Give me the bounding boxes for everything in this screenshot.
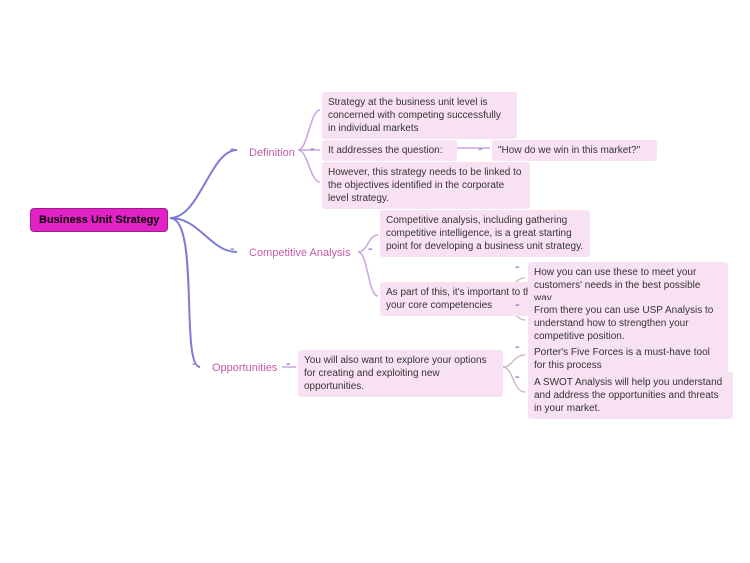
leaf-def2[interactable]: It addresses the question: bbox=[322, 140, 457, 161]
leaf-op1[interactable]: You will also want to explore your optio… bbox=[298, 350, 503, 397]
dash-connector: - bbox=[515, 258, 520, 274]
leaf-op1b[interactable]: A SWOT Analysis will help you understand… bbox=[528, 372, 733, 419]
connector-path bbox=[298, 110, 320, 150]
connector-path bbox=[503, 355, 525, 367]
leaf-ca1[interactable]: Competitive analysis, including gatherin… bbox=[380, 210, 590, 257]
dash-connector: - bbox=[230, 240, 235, 256]
dash-connector: - bbox=[368, 240, 373, 256]
leaf-def3[interactable]: However, this strategy needs to be linke… bbox=[322, 162, 530, 209]
connector-path bbox=[170, 218, 200, 367]
leaf-def2q[interactable]: "How do we win in this market?" bbox=[492, 140, 657, 161]
branch-opportunities[interactable]: Opportunities bbox=[208, 360, 281, 376]
leaf-def1[interactable]: Strategy at the business unit level is c… bbox=[322, 92, 517, 139]
dash-connector: - bbox=[310, 140, 315, 156]
branch-definition[interactable]: Definition bbox=[245, 145, 299, 161]
connector-path bbox=[298, 150, 320, 182]
dash-connector: - bbox=[515, 296, 520, 312]
dash-connector: - bbox=[192, 355, 197, 371]
dash-connector: - bbox=[478, 140, 483, 156]
dash-connector: - bbox=[286, 355, 291, 371]
branch-competitive[interactable]: Competitive Analysis bbox=[245, 245, 355, 261]
leaf-ca2b[interactable]: From there you can use USP Analysis to u… bbox=[528, 300, 728, 347]
connector-path bbox=[170, 218, 237, 252]
connector-path bbox=[170, 150, 237, 218]
leaf-op1a[interactable]: Porter's Five Forces is a must-have tool… bbox=[528, 342, 728, 376]
dash-connector: - bbox=[515, 368, 520, 384]
connector-path bbox=[358, 252, 378, 296]
connector-path bbox=[503, 367, 525, 392]
root-node[interactable]: Business Unit Strategy bbox=[30, 208, 168, 232]
dash-connector: - bbox=[230, 140, 235, 156]
dash-connector: - bbox=[515, 338, 520, 354]
